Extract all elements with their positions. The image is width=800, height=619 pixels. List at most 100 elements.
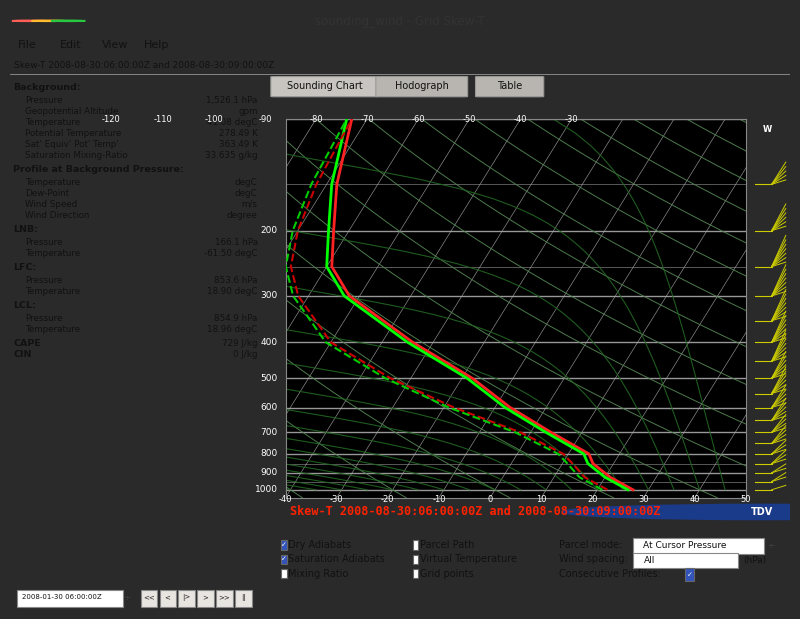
Text: 900: 900 — [261, 469, 278, 477]
Text: Edit: Edit — [59, 40, 82, 51]
Text: -90: -90 — [258, 115, 271, 124]
Text: -30: -30 — [330, 495, 343, 504]
Text: 729 J/kg: 729 J/kg — [222, 339, 258, 348]
Text: (hPa): (hPa) — [743, 556, 766, 565]
Text: Pressure: Pressure — [25, 238, 62, 247]
Bar — [235, 590, 251, 607]
Text: <: < — [165, 594, 170, 600]
Bar — [282, 555, 287, 564]
Text: At Cursor Pressure: At Cursor Pressure — [643, 542, 727, 550]
Text: -100: -100 — [204, 115, 223, 124]
Text: Hodograph: Hodograph — [394, 81, 449, 91]
Text: 0 J/kg: 0 J/kg — [234, 350, 258, 359]
Bar — [17, 590, 123, 607]
Text: -61.50 degC: -61.50 degC — [204, 249, 258, 258]
Text: CIN: CIN — [14, 350, 32, 359]
Text: File: File — [18, 40, 36, 51]
Bar — [178, 590, 195, 607]
Text: 363.49 K: 363.49 K — [219, 140, 258, 149]
Text: LNB:: LNB: — [14, 225, 38, 234]
Text: View: View — [102, 40, 128, 51]
Text: -30: -30 — [565, 115, 578, 124]
Text: Saturation Adiabats: Saturation Adiabats — [289, 554, 386, 565]
Text: -50: -50 — [462, 115, 476, 124]
Text: LFC:: LFC: — [14, 263, 37, 272]
Text: -70: -70 — [360, 115, 374, 124]
Bar — [216, 590, 233, 607]
Bar — [282, 540, 287, 550]
Text: Consecutive Profiles:: Consecutive Profiles: — [559, 569, 662, 579]
Text: ✓: ✓ — [282, 556, 287, 562]
Text: Parcel mode:: Parcel mode: — [559, 540, 623, 550]
Text: Background:: Background: — [14, 83, 81, 92]
Text: Wind spacing:: Wind spacing: — [559, 554, 628, 565]
Text: 800: 800 — [261, 449, 278, 458]
Bar — [413, 555, 418, 564]
Text: Sounding Chart: Sounding Chart — [286, 81, 362, 91]
Text: -110: -110 — [153, 115, 172, 124]
Text: m/s: m/s — [242, 200, 258, 209]
Text: 600: 600 — [261, 403, 278, 412]
Text: Temperature: Temperature — [25, 249, 80, 258]
Text: Table: Table — [497, 81, 522, 91]
Text: 500: 500 — [261, 374, 278, 383]
Text: ✓: ✓ — [282, 542, 287, 548]
Text: Potential Temperature: Potential Temperature — [25, 129, 122, 138]
Text: >: > — [202, 594, 208, 600]
Text: gpm: gpm — [238, 107, 258, 116]
Text: >>: >> — [218, 594, 230, 600]
Text: 2008-01-30 06:00:00Z: 2008-01-30 06:00:00Z — [22, 594, 102, 600]
Text: 40: 40 — [690, 495, 700, 504]
Text: -80: -80 — [309, 115, 323, 124]
Text: -40: -40 — [514, 115, 527, 124]
Bar — [633, 539, 764, 553]
Text: 41.08 degC: 41.08 degC — [207, 118, 258, 127]
Circle shape — [562, 504, 800, 519]
Text: -60: -60 — [411, 115, 425, 124]
FancyBboxPatch shape — [376, 77, 468, 97]
Circle shape — [31, 20, 66, 22]
Text: 33.635 g/kg: 33.635 g/kg — [205, 151, 258, 160]
Text: 18.90 degC: 18.90 degC — [207, 287, 258, 296]
Text: sounding_wind - Grid Skew-T: sounding_wind - Grid Skew-T — [315, 15, 485, 28]
FancyBboxPatch shape — [475, 77, 544, 97]
Text: 854.9 hPa: 854.9 hPa — [214, 314, 258, 323]
Text: Sat' Equiv' Pot' Temp': Sat' Equiv' Pot' Temp' — [25, 140, 119, 149]
Text: Profile at Background Pressure:: Profile at Background Pressure: — [14, 165, 184, 174]
Text: Pressure: Pressure — [25, 96, 62, 105]
Text: |>: |> — [182, 594, 190, 600]
Text: 0: 0 — [487, 495, 493, 504]
Text: Geopotential Altitude: Geopotential Altitude — [25, 107, 118, 116]
Text: 200: 200 — [261, 226, 278, 235]
Text: 18.96 degC: 18.96 degC — [207, 325, 258, 334]
Bar — [198, 590, 214, 607]
Text: Virtual Temperature: Virtual Temperature — [420, 554, 517, 565]
Text: 278.49 K: 278.49 K — [219, 129, 258, 138]
Text: CAPE: CAPE — [14, 339, 42, 348]
Circle shape — [12, 20, 46, 22]
Text: -120: -120 — [102, 115, 121, 124]
Text: 1,526.1 hPa: 1,526.1 hPa — [206, 96, 258, 105]
Bar — [633, 553, 738, 568]
Text: 400: 400 — [261, 338, 278, 347]
Circle shape — [51, 20, 86, 22]
Text: 30: 30 — [638, 495, 649, 504]
Bar — [141, 590, 157, 607]
Text: All: All — [643, 556, 655, 565]
Text: W: W — [763, 126, 772, 134]
Text: degC: degC — [235, 178, 258, 187]
Text: Pressure: Pressure — [25, 276, 62, 285]
Text: TDV: TDV — [750, 507, 773, 517]
Text: -40: -40 — [278, 495, 292, 504]
Text: Pressure: Pressure — [25, 314, 62, 323]
Bar — [413, 569, 418, 578]
Text: 20: 20 — [587, 495, 598, 504]
Text: ÷: ÷ — [123, 592, 130, 602]
Bar — [159, 590, 176, 607]
Text: 50: 50 — [741, 495, 751, 504]
Text: degree: degree — [227, 211, 258, 220]
Text: -10: -10 — [432, 495, 446, 504]
Text: 166.1 hPa: 166.1 hPa — [214, 238, 258, 247]
Text: Temperature: Temperature — [25, 118, 80, 127]
Bar — [686, 568, 694, 581]
